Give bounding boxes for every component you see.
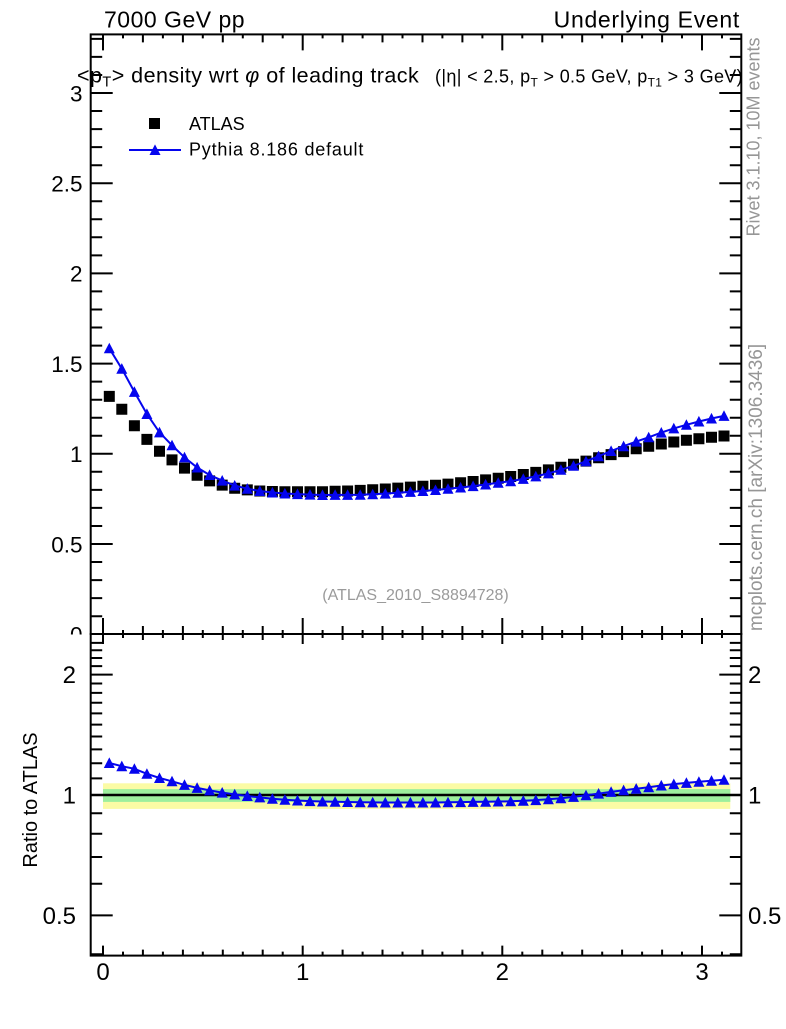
svg-text:Pythia 8.186 default: Pythia 8.186 default xyxy=(189,140,364,160)
svg-text:2.5: 2.5 xyxy=(51,172,82,197)
svg-text:3: 3 xyxy=(70,81,83,106)
svg-text:2: 2 xyxy=(748,662,761,689)
svg-text:Rivet 3.1.10, 10M events: Rivet 3.1.10, 10M events xyxy=(744,37,764,236)
svg-text:0: 0 xyxy=(70,622,83,647)
svg-text:1.5: 1.5 xyxy=(51,352,82,377)
svg-text:Ratio to ATLAS: Ratio to ATLAS xyxy=(20,732,42,867)
svg-text:(|η| < 2.5, pT > 0.5 GeV, pT1: (|η| < 2.5, pT > 0.5 GeV, pT1 > 3 GeV) xyxy=(435,67,743,90)
svg-text:2: 2 xyxy=(496,959,509,986)
svg-text:<pT> density wrt φ of leading: <pT> density wrt φ of leading track xyxy=(77,64,419,91)
svg-text:0.5: 0.5 xyxy=(748,903,781,930)
svg-text:0.5: 0.5 xyxy=(51,532,82,557)
svg-text:0.5: 0.5 xyxy=(43,903,76,930)
svg-text:3: 3 xyxy=(695,959,708,986)
svg-text:1: 1 xyxy=(296,959,309,986)
svg-text:Underlying Event: Underlying Event xyxy=(554,7,740,33)
svg-text:2: 2 xyxy=(63,662,76,689)
svg-text:1: 1 xyxy=(70,442,83,467)
svg-text:1: 1 xyxy=(63,783,76,810)
svg-text:1: 1 xyxy=(748,783,761,810)
svg-text:7000 GeV pp: 7000 GeV pp xyxy=(104,7,245,33)
svg-text:2: 2 xyxy=(70,262,83,287)
svg-text:(ATLAS_2010_S8894728): (ATLAS_2010_S8894728) xyxy=(322,587,509,604)
svg-text:mcplots.cern.ch [arXiv:1306.34: mcplots.cern.ch [arXiv:1306.3436] xyxy=(746,344,767,631)
svg-text:ATLAS: ATLAS xyxy=(189,114,245,134)
svg-text:0: 0 xyxy=(96,959,109,986)
